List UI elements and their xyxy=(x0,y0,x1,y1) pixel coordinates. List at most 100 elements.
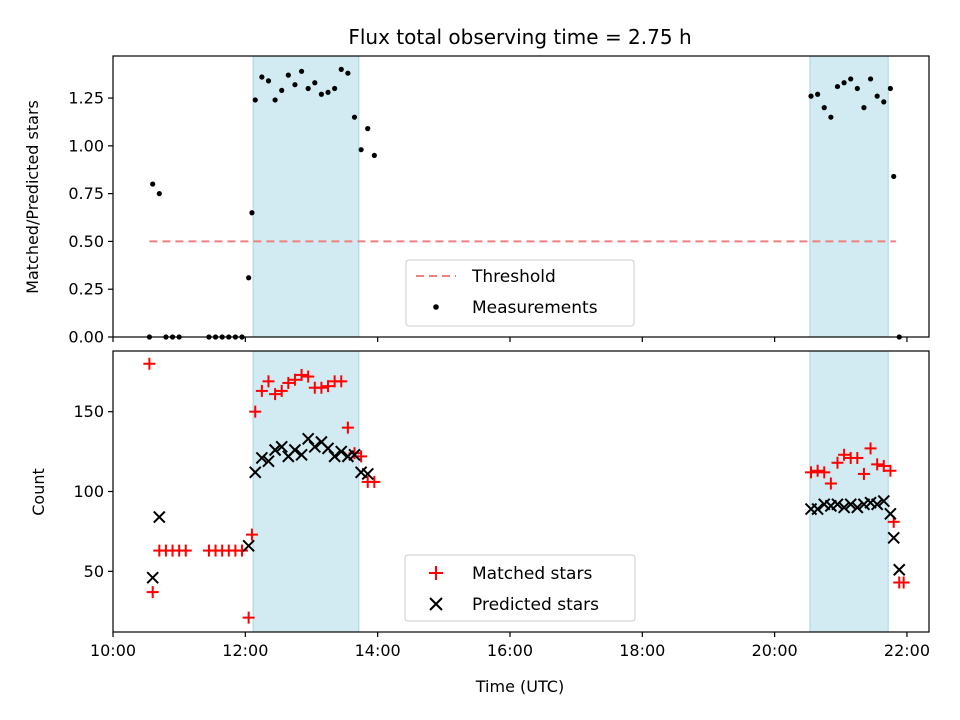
measurement-point xyxy=(365,126,371,132)
measurement-point xyxy=(371,152,377,159)
legend-measurements-label: Measurements xyxy=(472,298,598,318)
measurement-point xyxy=(351,114,358,120)
matched-stars-point xyxy=(282,376,295,389)
predicted-stars-point xyxy=(811,502,824,516)
bot-ytick-label: 100 xyxy=(73,482,104,501)
predicted-stars-point xyxy=(877,494,890,508)
matched-stars-point xyxy=(269,388,282,401)
measurement-point xyxy=(848,76,854,82)
top-legend: Threshold Measurements xyxy=(405,259,635,327)
top-ytick-label: 0.50 xyxy=(68,232,104,251)
top-panel-frame xyxy=(112,55,930,338)
legend-measurements-swatch xyxy=(433,304,439,310)
measurement-point xyxy=(358,147,364,153)
bot-shaded-interval-0 xyxy=(252,350,360,633)
matched-stars-point xyxy=(838,448,851,461)
measurement-point xyxy=(279,87,285,94)
measurement-point xyxy=(292,82,298,88)
top-y-axis-label: Matched/Predicted stars xyxy=(23,100,42,294)
bottom-y-axis-label: Count xyxy=(29,468,48,516)
measurement-point xyxy=(156,191,162,197)
measurement-point xyxy=(285,72,291,78)
matched-stars-point xyxy=(302,370,315,383)
matched-stars-point xyxy=(897,576,910,589)
predicted-stars-point xyxy=(844,498,857,511)
measurement-point xyxy=(867,76,874,82)
bottom-legend-box xyxy=(404,554,636,622)
measurement-point xyxy=(272,97,278,103)
matched-stars-point xyxy=(315,381,328,394)
matched-stars-point xyxy=(864,442,877,455)
measurement-point xyxy=(305,85,311,92)
measurement-point xyxy=(891,173,897,180)
predicted-stars-point xyxy=(831,498,844,511)
matched-stars-point xyxy=(811,464,824,477)
chart-title: Flux total observing time = 2.75 h xyxy=(348,25,691,49)
measurement-point xyxy=(821,105,827,111)
matched-stars-point xyxy=(831,456,844,469)
predicted-stars-point xyxy=(335,445,348,458)
measurement-point xyxy=(861,105,867,111)
bot-ytick-label: 50 xyxy=(84,562,104,581)
matched-stars-point xyxy=(179,544,192,557)
matched-stars-point xyxy=(851,451,864,464)
measurement-point xyxy=(338,66,344,72)
matched-stars-point xyxy=(341,421,354,434)
measurement-point xyxy=(874,93,880,99)
top-ytick-label: 0.25 xyxy=(68,280,104,299)
matched-stars-point xyxy=(818,466,831,479)
predicted-stars-point xyxy=(268,443,282,457)
predicted-stars-point xyxy=(153,510,166,524)
bottom-legend: Matched stars Predicted stars xyxy=(404,554,636,622)
legend-predicted-swatch xyxy=(429,597,443,611)
matched-stars-point xyxy=(249,405,262,418)
matched-stars-point xyxy=(295,368,308,381)
matched-stars-point xyxy=(877,459,890,472)
predicted-stars-point xyxy=(308,440,322,454)
matched-stars-point xyxy=(242,611,255,624)
matched-stars-point xyxy=(262,375,275,388)
matched-stars-point xyxy=(146,586,159,599)
top-ytick-label: 1.00 xyxy=(68,136,104,155)
measurement-point xyxy=(312,80,318,86)
matched-stars-point xyxy=(322,380,335,393)
matched-stars-point xyxy=(824,477,837,490)
top-ytick-label: 0.00 xyxy=(68,328,104,347)
measurement-point xyxy=(828,114,834,120)
predicted-stars-point xyxy=(884,507,897,521)
legend-matched-label: Matched stars xyxy=(472,564,592,584)
bot-xtick-label: 22:00 xyxy=(884,641,930,660)
predicted-stars-point xyxy=(249,466,262,479)
measurement-point xyxy=(318,91,325,97)
top-ytick-label: 0.75 xyxy=(68,184,104,203)
measurement-point xyxy=(808,93,814,99)
measurement-point xyxy=(834,83,841,90)
measurement-point xyxy=(150,181,156,187)
matched-stars-point xyxy=(805,466,818,479)
matched-stars-point xyxy=(245,528,258,541)
measurement-point xyxy=(881,99,887,105)
bottom-panel: 50 100 150 10:00 12:00 14:00 16:00 18:00 20:00 2… xyxy=(29,350,930,696)
measurement-point xyxy=(249,210,255,216)
top-shaded-interval-0 xyxy=(252,55,360,338)
measurement-point xyxy=(854,85,860,92)
predicted-stars-point xyxy=(242,539,255,552)
predicted-stars-point xyxy=(328,450,341,463)
matched-stars-point xyxy=(857,467,870,480)
predicted-stars-point xyxy=(146,571,159,584)
bot-xtick-label: 20:00 xyxy=(752,641,798,660)
predicted-stars-point xyxy=(275,440,288,454)
bot-ytick-label: 150 xyxy=(73,402,104,421)
measurement-point xyxy=(325,89,331,95)
predicted-stars-point xyxy=(348,448,361,461)
measurement-point xyxy=(332,85,338,92)
predicted-stars-point xyxy=(851,501,864,514)
matched-stars-point xyxy=(288,373,301,386)
predicted-stars-point xyxy=(870,498,884,511)
measurement-point xyxy=(298,68,305,74)
matched-stars-point xyxy=(143,357,156,370)
predicted-stars-point xyxy=(893,563,906,576)
matched-stars-point xyxy=(368,475,381,488)
predicted-stars-point xyxy=(262,454,275,468)
